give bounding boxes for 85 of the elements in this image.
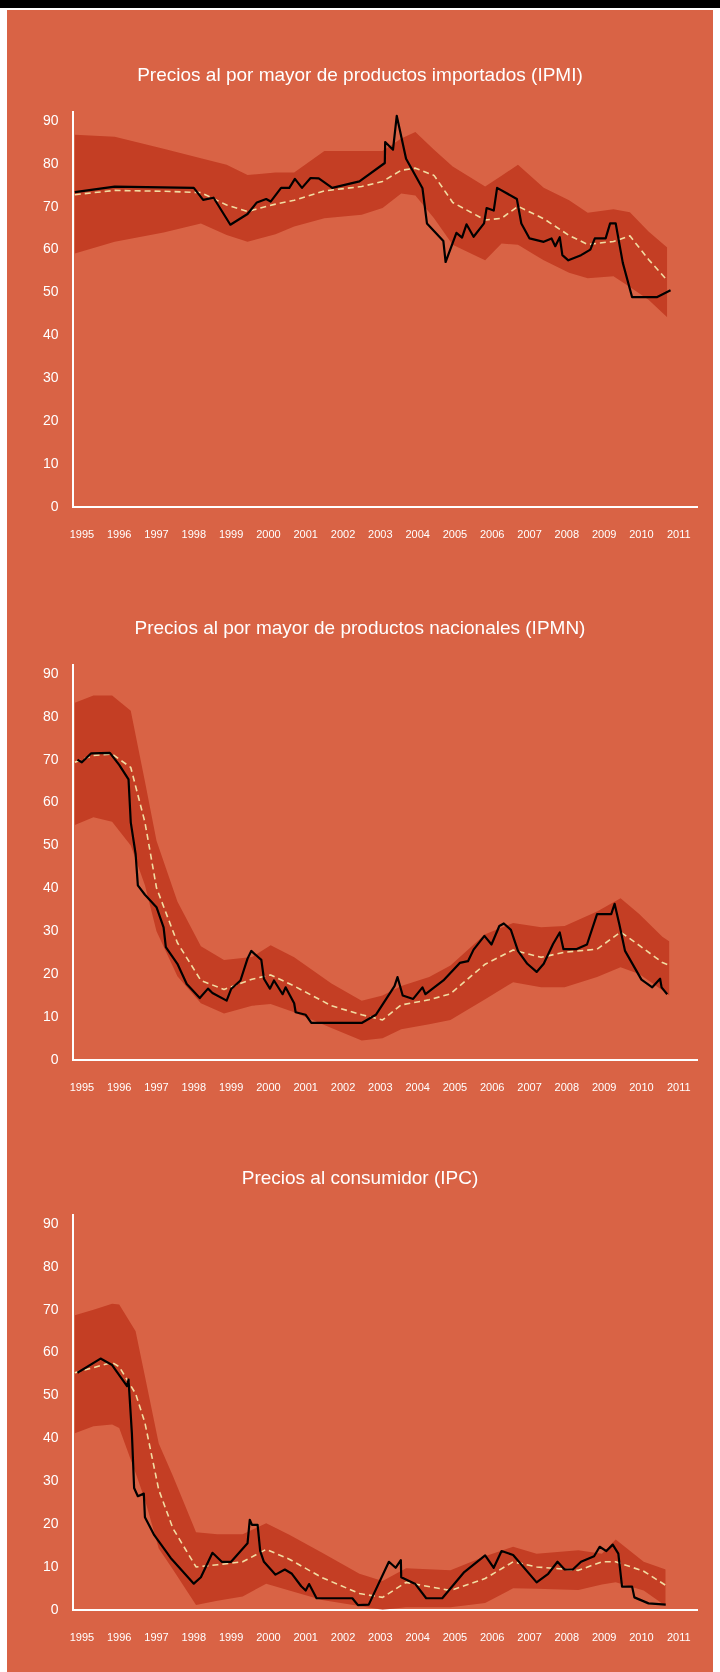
x-tick-label: 2001 [293,528,318,541]
x-tick-label: 2005 [442,1631,468,1644]
x-tick-label: 1999 [218,1631,244,1644]
x-tick-label: 2007 [517,1081,542,1094]
y-tick-label: 60 [42,1343,59,1360]
y-tick-label: 70 [42,1300,59,1317]
x-tick-label: 2002 [330,1081,356,1094]
y-tick-label: 90 [42,664,59,681]
x-tick-label: 2005 [442,528,468,541]
y-tick-label: 40 [42,1429,59,1446]
x-tick-label: 2007 [517,1631,542,1644]
x-tick-label: 2000 [256,1631,281,1644]
x-tick-label: 2001 [293,1631,318,1644]
x-tick-label: 2011 [666,1631,691,1644]
x-tick-label: 2003 [368,1631,393,1644]
x-tick-label: 1997 [144,528,169,541]
x-tick-label: 2002 [330,528,356,541]
y-tick-label: 70 [42,197,59,214]
y-tick-label: 40 [42,879,59,896]
y-tick-label: 50 [42,283,59,300]
x-tick-label: 2002 [330,1631,356,1644]
y-tick-label: 0 [50,497,59,514]
x-tick-label: 2008 [554,528,580,541]
x-tick-label: 1998 [181,528,207,541]
x-tick-label: 1996 [106,1631,132,1644]
x-tick-label: 2000 [256,528,281,541]
x-tick-label: 2011 [666,528,691,541]
y-tick-label: 30 [42,369,59,386]
y-tick-label: 30 [42,1472,59,1489]
x-tick-label: 2010 [629,528,654,541]
y-tick-label: 10 [42,1557,59,1574]
x-tick-label: 1996 [106,528,132,541]
y-tick-label: 40 [42,326,59,343]
x-tick-label: 2006 [479,1631,505,1644]
x-tick-label: 1995 [69,1631,95,1644]
x-tick-label: 2008 [554,1631,580,1644]
x-tick-label: 2007 [517,528,542,541]
chart-title: Precios al por mayor de productos importados (IPMI) [136,63,584,87]
x-tick-label: 2001 [293,1081,318,1094]
y-tick-label: 0 [50,1600,59,1617]
x-tick-label: 1997 [144,1631,169,1644]
x-tick-label: 2004 [405,1631,430,1644]
x-tick-label: 1998 [181,1631,207,1644]
x-tick-label: 1995 [69,528,95,541]
x-tick-label: 2005 [442,1081,468,1094]
y-tick-label: 0 [50,1050,59,1067]
x-tick-label: 1997 [144,1081,169,1094]
y-tick-label: 80 [42,154,59,171]
y-tick-label: 60 [42,240,59,257]
x-tick-label: 1998 [181,1081,207,1094]
x-tick-label: 2008 [554,1081,580,1094]
y-tick-label: 10 [42,454,59,471]
y-tick-label: 20 [42,964,59,981]
x-tick-label: 1995 [69,1081,95,1094]
y-tick-label: 70 [42,750,59,767]
y-tick-label: 30 [42,922,59,939]
y-tick-label: 50 [42,1386,59,1403]
y-tick-label: 10 [42,1007,59,1024]
y-tick-label: 90 [42,111,59,128]
x-tick-label: 2009 [591,528,617,541]
x-tick-label: 2006 [479,1081,505,1094]
x-tick-label: 1996 [106,1081,132,1094]
y-tick-label: 20 [42,1514,59,1531]
y-tick-label: 80 [42,707,59,724]
x-tick-label: 2010 [629,1081,654,1094]
x-tick-label: 1999 [218,528,244,541]
x-tick-label: 2009 [591,1081,617,1094]
x-tick-label: 2000 [256,1081,281,1094]
x-tick-label: 1999 [218,1081,244,1094]
chart-title: Precios al consumidor (IPC) [240,1166,480,1190]
x-tick-label: 2004 [405,1081,430,1094]
x-tick-label: 2011 [666,1081,691,1094]
y-tick-label: 80 [42,1257,59,1274]
chart-title: Precios al por mayor de productos nacionales (IPMN) [133,616,587,640]
y-tick-label: 20 [42,411,59,428]
x-tick-label: 2004 [405,528,430,541]
y-tick-label: 90 [42,1214,59,1231]
x-tick-label: 2003 [368,1081,393,1094]
line-series [74,167,668,282]
y-tick-label: 50 [42,836,59,853]
x-tick-label: 2010 [629,1631,654,1644]
x-tick-label: 2003 [368,528,393,541]
x-tick-label: 2009 [591,1631,617,1644]
y-tick-label: 60 [42,793,59,810]
x-tick-label: 2006 [479,528,505,541]
